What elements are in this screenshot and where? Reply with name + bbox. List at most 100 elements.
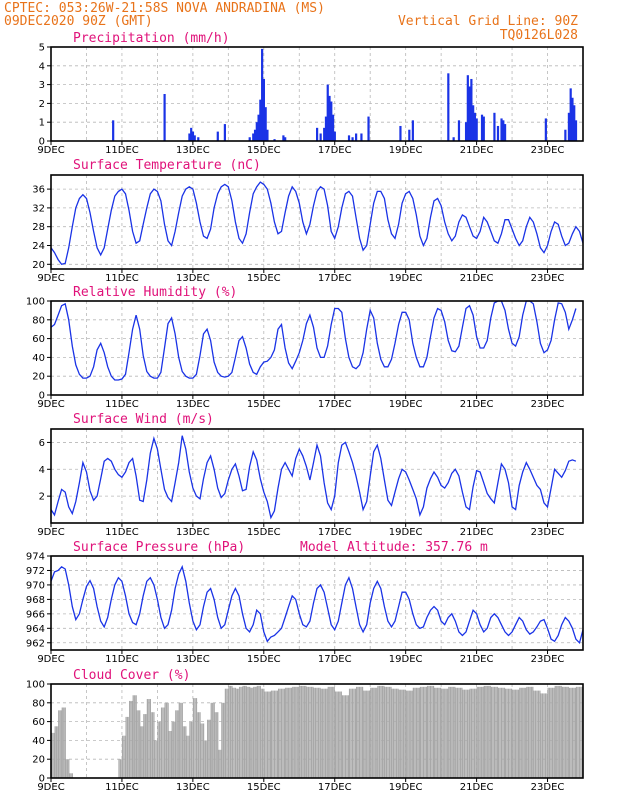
precip-bar bbox=[252, 133, 255, 141]
cloud-bar bbox=[529, 686, 531, 778]
cloud-bar bbox=[253, 686, 255, 778]
x-tick-label: 23DEC bbox=[531, 654, 565, 665]
cloud-bar bbox=[465, 689, 467, 778]
plot-frame bbox=[50, 428, 584, 524]
cloud-bar bbox=[392, 688, 395, 778]
cloud-bar bbox=[500, 687, 503, 778]
cloud-bar bbox=[516, 689, 518, 778]
cloud-bar bbox=[203, 740, 205, 778]
precip-bar bbox=[351, 137, 354, 141]
precip-bar bbox=[284, 137, 287, 141]
cloud-bar bbox=[523, 687, 525, 778]
cloud-bar bbox=[71, 773, 73, 778]
cloud-bar bbox=[424, 686, 426, 778]
cloud-bar bbox=[383, 685, 385, 778]
precip-bar bbox=[266, 129, 269, 141]
cloud-bar bbox=[563, 686, 565, 778]
precip-bar bbox=[257, 114, 260, 141]
cloud-bar bbox=[146, 699, 149, 778]
cloud-bar bbox=[68, 759, 70, 778]
cloud-bar bbox=[66, 759, 68, 778]
precip-bar bbox=[472, 105, 475, 141]
cloud-bar bbox=[490, 686, 493, 778]
cloud-bar bbox=[449, 686, 451, 778]
cloud-bar bbox=[404, 689, 406, 778]
cloud-bar bbox=[354, 688, 357, 778]
cloud-bar bbox=[526, 686, 528, 778]
precip-bar bbox=[411, 120, 414, 141]
cloud-bar bbox=[403, 689, 405, 778]
cloud-bar bbox=[118, 759, 120, 778]
cloud-bar bbox=[380, 685, 382, 778]
cloud-bar bbox=[210, 702, 212, 778]
precip-bar bbox=[191, 131, 195, 141]
cloud-bar bbox=[489, 685, 491, 778]
cloud-bar bbox=[522, 687, 524, 778]
precip-bar bbox=[323, 127, 326, 141]
precip-bar bbox=[324, 116, 328, 141]
precip-bar bbox=[223, 124, 226, 141]
precip-bar bbox=[355, 133, 358, 141]
x-tick-label: 19DEC bbox=[389, 273, 423, 284]
cloud-bar bbox=[129, 700, 131, 778]
model-altitude-label: Model Altitude: 357.76 m bbox=[300, 540, 488, 555]
cloud-bar bbox=[323, 688, 325, 778]
cloud-bar bbox=[441, 688, 443, 778]
cloud-bar bbox=[530, 686, 532, 778]
cloud-bar bbox=[378, 685, 381, 778]
x-tick-label: 13DEC bbox=[176, 527, 210, 538]
cloud-bar bbox=[299, 685, 301, 778]
cloud-bar bbox=[510, 688, 513, 778]
cloud-bar bbox=[462, 689, 464, 778]
cloud-bar bbox=[130, 700, 132, 778]
cloud-bar bbox=[157, 721, 159, 778]
cloud-bar bbox=[222, 702, 224, 778]
cloud-bar bbox=[400, 689, 402, 778]
precip-bar bbox=[399, 125, 402, 141]
cloud-bar bbox=[175, 710, 177, 778]
panel-title: Cloud Cover (%) bbox=[73, 668, 190, 683]
cloud-bar bbox=[260, 688, 262, 778]
cloud-bar bbox=[496, 686, 498, 778]
cloud-bar bbox=[358, 686, 361, 778]
cloud-bar bbox=[132, 695, 134, 778]
cloud-bar bbox=[322, 688, 324, 778]
x-tick-label: 17DEC bbox=[318, 654, 352, 665]
cloud-bar bbox=[473, 688, 476, 778]
y-tick-label: 962 bbox=[26, 638, 45, 649]
cloud-bar bbox=[570, 687, 572, 778]
cloud-bar bbox=[385, 686, 388, 778]
x-tick-label: 17DEC bbox=[318, 399, 352, 410]
precip-bar bbox=[255, 122, 258, 141]
cloud-bar bbox=[540, 693, 542, 778]
y-tick-label: 36 bbox=[32, 185, 45, 196]
precip-bar bbox=[408, 129, 411, 141]
cloud-bar bbox=[479, 686, 481, 778]
y-tick-label: 970 bbox=[26, 580, 45, 591]
cloud-bar bbox=[269, 691, 271, 778]
cloud-bar bbox=[187, 735, 189, 778]
x-tick-label: 19DEC bbox=[389, 527, 423, 538]
plot-frame bbox=[50, 300, 584, 396]
precip-bar bbox=[482, 116, 485, 141]
cloud-bar bbox=[408, 690, 410, 778]
cloud-bar bbox=[185, 735, 188, 778]
panel-1: Precipitation (mm/h) 0 1 2 3 4 5 9DEC 11DEC 13DEC… bbox=[37, 31, 584, 156]
precip-bar bbox=[466, 75, 469, 141]
x-tick-label: 11DEC bbox=[105, 145, 139, 156]
precip-bar bbox=[500, 118, 503, 141]
y-tick-label: 974 bbox=[26, 552, 45, 563]
cloud-bar bbox=[447, 688, 449, 778]
cloud-bar bbox=[559, 685, 561, 778]
x-tick-label: 11DEC bbox=[105, 782, 139, 793]
cloud-bar bbox=[561, 686, 563, 778]
cloud-bar bbox=[208, 719, 210, 778]
cloud-bar bbox=[458, 687, 460, 778]
cloud-bar bbox=[233, 687, 235, 778]
cloud-bar bbox=[192, 698, 195, 778]
series-line bbox=[50, 435, 577, 520]
cloud-bar bbox=[277, 688, 280, 778]
cloud-bar bbox=[483, 685, 485, 778]
cloud-bar bbox=[539, 690, 541, 778]
cloud-bar bbox=[160, 707, 163, 778]
